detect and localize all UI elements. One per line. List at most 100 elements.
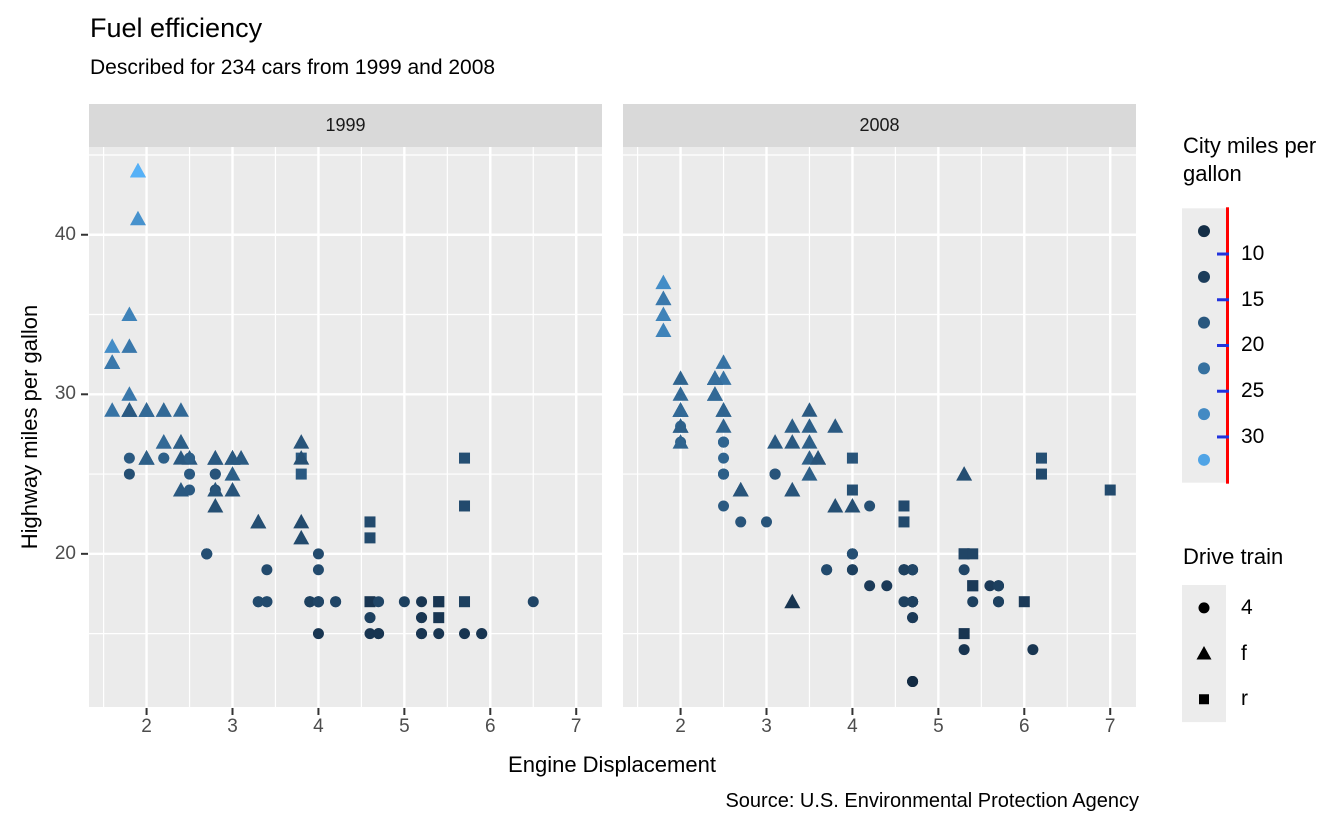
data-point-triangle	[672, 370, 689, 385]
data-point-circle	[123, 468, 135, 480]
data-point-circle	[993, 596, 1005, 608]
data-point-square	[967, 580, 979, 592]
data-point-circle	[416, 612, 428, 624]
x-tick-label: 6	[484, 716, 496, 737]
data-point-circle	[718, 500, 730, 512]
x-tick-label: 3	[227, 716, 238, 737]
data-point-square	[1035, 452, 1047, 464]
shape-legend-label: f	[1241, 641, 1247, 665]
data-point-triangle	[293, 434, 310, 449]
x-tick-label: 4	[847, 716, 858, 737]
data-point-triangle	[138, 450, 155, 465]
color-legend-tick	[1217, 389, 1229, 393]
data-point-circle	[459, 628, 471, 640]
data-point-triangle	[121, 386, 138, 401]
panel-background	[623, 147, 1136, 707]
data-point-triangle	[155, 434, 172, 449]
color-legend-label: 20	[1241, 333, 1265, 357]
data-point-square	[1104, 484, 1116, 496]
x-tick-label: 2	[675, 716, 686, 737]
data-point-square	[433, 612, 445, 624]
data-point-square	[364, 516, 376, 528]
data-point-square	[958, 628, 970, 640]
data-point-square	[846, 452, 858, 464]
x-tick-label: 4	[313, 716, 324, 737]
data-point-circle	[993, 580, 1005, 592]
data-point-circle	[718, 452, 730, 464]
color-legend-key	[1198, 453, 1210, 466]
data-point-circle	[821, 564, 833, 576]
data-point-square	[958, 548, 970, 560]
data-point-triangle	[172, 434, 189, 449]
color-legend-key	[1198, 362, 1210, 375]
data-point-circle	[312, 596, 324, 608]
data-point-circle	[907, 564, 919, 576]
data-point-triangle	[672, 402, 689, 417]
x-tick-label: 7	[1104, 716, 1116, 737]
data-point-circle	[761, 516, 773, 528]
data-point-circle	[984, 580, 996, 592]
data-point-circle	[312, 564, 324, 576]
data-point-triangle	[810, 450, 827, 465]
x-tick-label: 3	[761, 716, 772, 737]
data-point-square	[364, 596, 376, 608]
shape-legend-label: 4	[1241, 595, 1253, 619]
data-point-triangle	[104, 354, 121, 369]
data-point-circle	[433, 628, 445, 640]
x-tick-label: 5	[933, 716, 944, 737]
data-point-triangle	[732, 482, 749, 497]
data-point-triangle	[706, 370, 723, 385]
data-point-circle	[261, 564, 273, 576]
data-point-circle	[735, 516, 747, 528]
data-point-triangle	[956, 466, 973, 481]
data-point-circle	[958, 644, 970, 656]
data-point-triangle	[224, 450, 241, 465]
data-point-triangle	[655, 306, 672, 322]
data-point-circle	[967, 596, 979, 608]
data-point-circle	[416, 628, 428, 640]
data-point-circle	[158, 452, 170, 464]
shape-legend-title: Drive train	[1183, 544, 1284, 569]
data-point-triangle	[784, 418, 801, 433]
data-point-triangle	[844, 497, 861, 513]
data-point-triangle	[672, 434, 689, 449]
facet-strip-label: 2008	[859, 115, 900, 135]
data-point-triangle	[672, 386, 689, 401]
data-point-square	[364, 532, 376, 544]
data-point-triangle	[121, 306, 138, 322]
data-point-square	[967, 548, 979, 560]
data-point-triangle	[224, 466, 241, 481]
data-point-circle	[252, 596, 264, 608]
plot-subtitle: Described for 234 cars from 1999 and 200…	[90, 56, 496, 79]
facet-strip-2008: 2008	[623, 104, 1136, 147]
data-point-circle	[476, 628, 488, 640]
data-point-triangle	[767, 434, 784, 449]
color-legend-label: 15	[1241, 287, 1265, 311]
data-point-square	[846, 484, 858, 496]
data-point-triangle	[715, 418, 732, 433]
color-legend-tick	[1217, 252, 1229, 256]
data-point-circle	[416, 596, 428, 608]
data-point-square	[898, 516, 910, 528]
data-point-square	[433, 596, 445, 608]
data-point-circle	[898, 564, 910, 576]
data-point-triangle	[138, 402, 155, 417]
data-point-triangle	[104, 402, 121, 417]
x-axis-title: Engine Displacement	[508, 752, 716, 777]
data-point-triangle	[250, 513, 267, 529]
data-point-circle	[846, 548, 858, 560]
data-point-triangle	[129, 162, 146, 178]
data-point-circle	[304, 596, 316, 608]
data-point-circle	[364, 628, 376, 640]
data-point-circle	[184, 484, 196, 496]
data-point-triangle	[801, 418, 818, 433]
data-point-triangle	[121, 338, 138, 353]
color-legend-key	[1198, 270, 1210, 283]
color-legend-tick	[1217, 435, 1229, 439]
data-point-triangle	[129, 210, 146, 226]
x-tick-label: 6	[1018, 716, 1030, 737]
data-point-triangle	[207, 497, 224, 513]
data-point-square	[459, 452, 471, 464]
y-axis-title: Highway miles per gallon	[17, 304, 42, 550]
